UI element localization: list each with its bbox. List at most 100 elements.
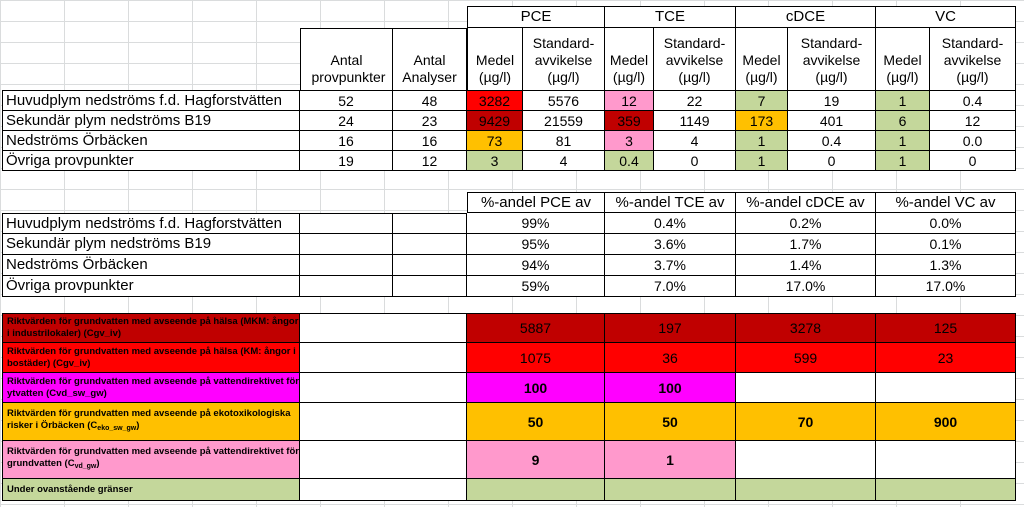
pct-cell-tce: 0.4% — [605, 213, 736, 234]
subheader-pce-medel: Medel (µg/l) — [467, 28, 523, 90]
pct-header-tce: %-andel TCE av — [605, 192, 736, 213]
legend-label: Riktvärden för grundvatten med avseende … — [2, 403, 300, 441]
pct-cell-pce: 99% — [467, 213, 605, 234]
cell-vc-medel: 1 — [876, 90, 930, 111]
legend-value-vc — [876, 479, 1016, 501]
subheader-std-line1: Standard- — [800, 35, 863, 51]
subheader-std-line1: Standard- — [663, 35, 726, 51]
cell-pce-medel: 73 — [467, 131, 523, 151]
pct-empty-cell — [300, 234, 393, 255]
legend-label: Under ovanstående gränser — [2, 479, 300, 501]
pct-row-label: Övriga provpunkter — [2, 276, 300, 297]
subheader-tce-medel: Medel (µg/l) — [605, 28, 654, 90]
cell-tce-medel: 3 — [605, 131, 654, 151]
subheader-std-line1: Standard- — [941, 35, 1004, 51]
subheader-cdce-std: Standard- avvikelse (µg/l) — [788, 28, 876, 90]
subheader-cdce-medel: Medel (µg/l) — [736, 28, 788, 90]
legend-value-cdce: 3278 — [736, 313, 876, 343]
legend-value-pce: 9 — [467, 441, 605, 479]
pct-empty-cell — [393, 234, 467, 255]
legend-empty-cell — [300, 479, 467, 501]
legend-value-vc — [876, 373, 1016, 403]
subheader-std-line1: Standard- — [532, 35, 595, 51]
group-header-tce: TCE — [605, 6, 736, 28]
legend-value-tce: 50 — [605, 403, 736, 441]
group-header-cdce: cDCE — [736, 6, 876, 28]
subheader-medel-line2: (µg/l) — [478, 69, 512, 85]
header-antal-provpunkter: Antal provpunkter — [300, 28, 393, 90]
cell-tce-std: 4 — [654, 131, 736, 151]
cell-pce-std: 21559 — [523, 111, 605, 131]
subheader-vc-medel: Medel (µg/l) — [876, 28, 930, 90]
subheader-std-line3: (µg/l) — [678, 69, 711, 85]
subheader-std-line3: (µg/l) — [956, 69, 989, 85]
legend-label: Riktvärden för grundvatten med avseende … — [2, 313, 300, 343]
pct-cell-vc: 0.0% — [876, 213, 1016, 234]
legend-label-main: Riktvärden för grundvatten med avseende … — [7, 408, 291, 431]
legend-value-tce: 100 — [605, 373, 736, 403]
cell-tce-medel: 359 — [605, 111, 654, 131]
legend-empty-cell — [300, 373, 467, 403]
legend-label-text: Riktvärden för grundvatten med avseende … — [7, 408, 299, 435]
cell-prov: 16 — [300, 131, 393, 151]
cell-analys: 48 — [393, 90, 467, 111]
pct-cell-cdce: 0.2% — [736, 213, 876, 234]
cell-cdce-std: 0.4 — [788, 131, 876, 151]
cell-cdce-std: 0 — [788, 151, 876, 171]
legend-label-subscript: eko_sw_gw — [97, 425, 137, 432]
legend-label-tail: ) — [96, 458, 100, 469]
cell-vc-std: 12 — [930, 111, 1016, 131]
pct-cell-cdce: 1.4% — [736, 255, 876, 276]
subheader-std-line2: avvikelse — [943, 52, 1002, 68]
pct-cell-cdce: 17.0% — [736, 276, 876, 297]
pct-row-label: Huvudplym nedströms f.d. Hagforstvätten — [2, 213, 300, 234]
legend-value-tce: 197 — [605, 313, 736, 343]
pct-empty-cell — [300, 255, 393, 276]
cell-vc-medel: 1 — [876, 131, 930, 151]
cell-analys: 12 — [393, 151, 467, 171]
pct-cell-tce: 7.0% — [605, 276, 736, 297]
cell-vc-std: 0.4 — [930, 90, 1016, 111]
cell-pce-std: 5576 — [523, 90, 605, 111]
pct-empty-cell — [393, 255, 467, 276]
cell-vc-std: 0 — [930, 151, 1016, 171]
cell-prov: 19 — [300, 151, 393, 171]
legend-value-cdce — [736, 479, 876, 501]
table-row-label: Nedströms Örbäcken — [2, 131, 300, 151]
cell-cdce-medel: 1 — [736, 151, 788, 171]
subheader-medel-line1: Medel — [475, 52, 515, 68]
pct-row-label: Nedströms Örbäcken — [2, 255, 300, 276]
pct-header-cdce: %-andel cDCE av — [736, 192, 876, 213]
subheader-std-line3: (µg/l) — [547, 69, 580, 85]
subheader-std-line2: avvikelse — [534, 52, 593, 68]
subheader-medel-line1: Medel — [609, 52, 649, 68]
legend-value-tce: 36 — [605, 343, 736, 373]
subheader-tce-std: Standard- avvikelse (µg/l) — [654, 28, 736, 90]
pct-cell-cdce: 1.7% — [736, 234, 876, 255]
cell-prov: 24 — [300, 111, 393, 131]
pct-header-vc: %-andel VC av — [876, 192, 1016, 213]
pct-cell-vc: 0.1% — [876, 234, 1016, 255]
legend-label: Riktvärden för grundvatten med avseende … — [2, 373, 300, 403]
cell-pce-std: 4 — [523, 151, 605, 171]
legend-value-pce: 5887 — [467, 313, 605, 343]
pct-empty-cell — [393, 213, 467, 234]
subheader-medel-line1: Medel — [742, 52, 781, 68]
cell-prov: 52 — [300, 90, 393, 111]
pct-cell-tce: 3.6% — [605, 234, 736, 255]
group-header-pce: PCE — [467, 6, 605, 28]
subheader-medel-line2: (µg/l) — [612, 69, 646, 85]
legend-label-text: Riktvärden för grundvatten med avseende … — [7, 446, 299, 473]
pct-cell-pce: 59% — [467, 276, 605, 297]
legend-value-pce — [467, 479, 605, 501]
legend-value-pce: 1075 — [467, 343, 605, 373]
cell-tce-medel: 12 — [605, 90, 654, 111]
legend-value-pce: 100 — [467, 373, 605, 403]
cell-tce-medel: 0.4 — [605, 151, 654, 171]
cell-tce-std: 22 — [654, 90, 736, 111]
legend-value-tce — [605, 479, 736, 501]
pct-empty-cell — [393, 276, 467, 297]
pct-cell-pce: 94% — [467, 255, 605, 276]
subheader-pce-std: Standard- avvikelse (µg/l) — [523, 28, 605, 90]
table-row-label: Övriga provpunkter — [2, 151, 300, 171]
